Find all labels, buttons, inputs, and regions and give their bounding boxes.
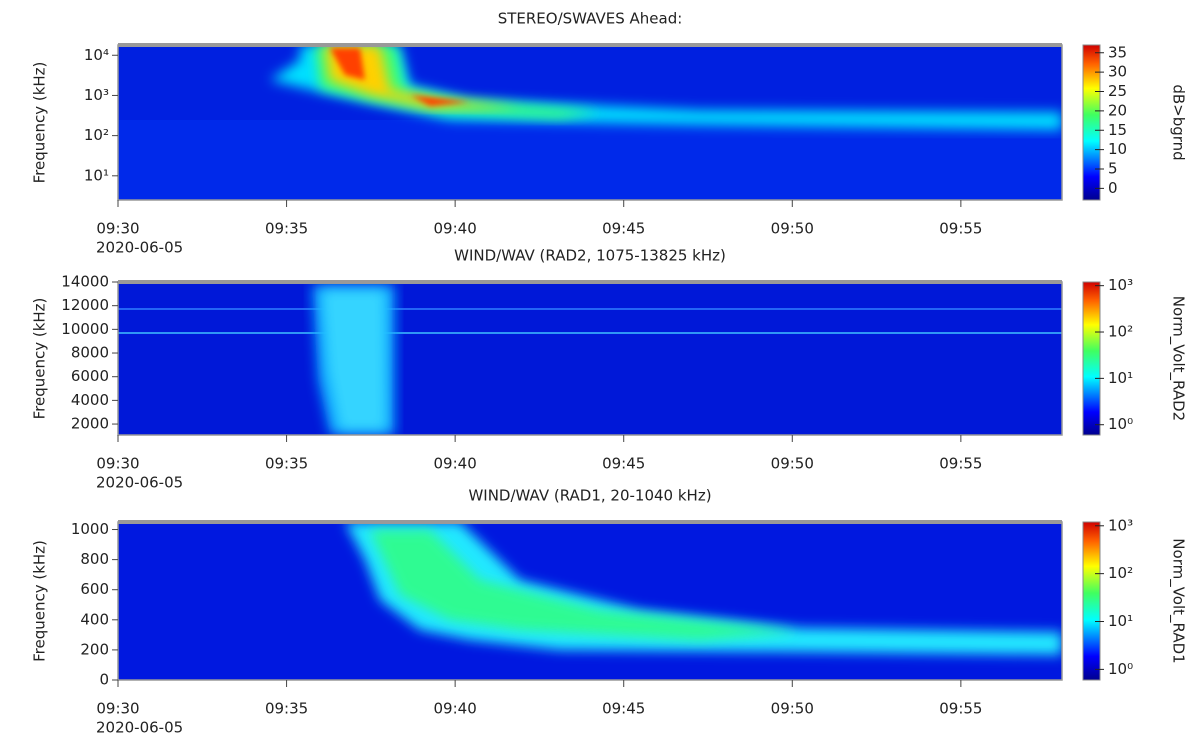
x-date-label: 2020-06-05: [96, 719, 183, 737]
y-tick-label: 2000: [71, 415, 109, 433]
x-tick-label: 09:40: [434, 700, 477, 718]
colorbar-label: Norm_Volt_RAD1: [1169, 538, 1188, 663]
spectrogram-image: [118, 45, 1062, 200]
x-date-label: 2020-06-05: [96, 474, 183, 492]
x-tick-label: 09:30: [96, 455, 139, 473]
panel-title: STEREO/SWAVES Ahead:: [498, 10, 683, 28]
y-tick-label: 10¹: [84, 166, 109, 184]
y-tick-label: 400: [80, 610, 109, 628]
x-tick-label: 09:45: [602, 700, 645, 718]
x-tick-label: 09:45: [602, 220, 645, 238]
colorbar-tick-label: 10¹: [1108, 369, 1133, 387]
x-tick-label: 09:35: [265, 455, 308, 473]
colorbar: [1082, 281, 1101, 436]
colorbar-tick-label: 0: [1108, 179, 1118, 197]
y-tick-label: 14000: [61, 273, 109, 291]
y-tick-label: 10⁴: [84, 46, 109, 64]
x-tick-label: 09:45: [602, 455, 645, 473]
panel-title: WIND/WAV (RAD1, 20-1040 kHz): [468, 487, 711, 505]
x-tick-label: 09:40: [434, 220, 477, 238]
spectrogram-image: [118, 282, 1062, 435]
y-tick-label: 12000: [61, 296, 109, 314]
spectrogram-image: [118, 522, 1062, 680]
colorbar-tick-label: 10⁰: [1108, 415, 1133, 433]
colorbar-tick-label: 10¹: [1108, 612, 1133, 630]
colorbar-tick-label: 10⁰: [1108, 660, 1133, 678]
y-tick-label: 10000: [61, 320, 109, 338]
y-tick-label: 8000: [71, 344, 109, 362]
colorbar: [1082, 44, 1101, 201]
y-tick-label: 0: [99, 671, 109, 689]
y-tick-label: 200: [80, 640, 109, 658]
x-tick-label: 09:50: [771, 455, 814, 473]
colorbar-tick-label: 10³: [1108, 516, 1133, 534]
colorbar-tick-label: 25: [1108, 82, 1127, 100]
x-tick-label: 09:55: [939, 220, 982, 238]
y-tick-label: 10³: [84, 86, 109, 104]
colorbar-tick-label: 10²: [1108, 323, 1133, 341]
x-tick-label: 09:30: [96, 700, 139, 718]
colorbar: [1082, 521, 1101, 681]
x-tick-label: 09:50: [771, 220, 814, 238]
y-tick-label: 6000: [71, 367, 109, 385]
x-tick-label: 09:35: [265, 220, 308, 238]
x-tick-label: 09:50: [771, 700, 814, 718]
y-axis-label: Frequency (kHz): [31, 540, 49, 662]
y-axis-label: Frequency (kHz): [31, 298, 49, 420]
x-tick-label: 09:30: [96, 220, 139, 238]
x-tick-label: 09:55: [939, 700, 982, 718]
x-tick-label: 09:35: [265, 700, 308, 718]
y-tick-label: 600: [80, 580, 109, 598]
colorbar-label: Norm_Volt_RAD2: [1169, 296, 1188, 421]
y-tick-label: 10²: [84, 126, 109, 144]
panel-title: WIND/WAV (RAD2, 1075-13825 kHz): [454, 247, 726, 265]
colorbar-tick-label: 30: [1108, 63, 1127, 81]
colorbar-tick-label: 15: [1108, 121, 1127, 139]
colorbar-tick-label: 5: [1108, 160, 1118, 178]
x-date-label: 2020-06-05: [96, 239, 183, 257]
colorbar-tick-label: 10³: [1108, 276, 1133, 294]
colorbar-label: dB>bgrnd: [1170, 84, 1188, 160]
colorbar-tick-label: 20: [1108, 101, 1127, 119]
y-tick-label: 1000: [71, 520, 109, 538]
x-tick-label: 09:55: [939, 455, 982, 473]
colorbar-tick-label: 35: [1108, 43, 1127, 61]
y-tick-label: 4000: [71, 391, 109, 409]
x-tick-label: 09:40: [434, 455, 477, 473]
y-axis-label: Frequency (kHz): [31, 62, 49, 184]
colorbar-tick-label: 10²: [1108, 564, 1133, 582]
y-tick-label: 800: [80, 550, 109, 568]
colorbar-tick-label: 10: [1108, 140, 1127, 158]
